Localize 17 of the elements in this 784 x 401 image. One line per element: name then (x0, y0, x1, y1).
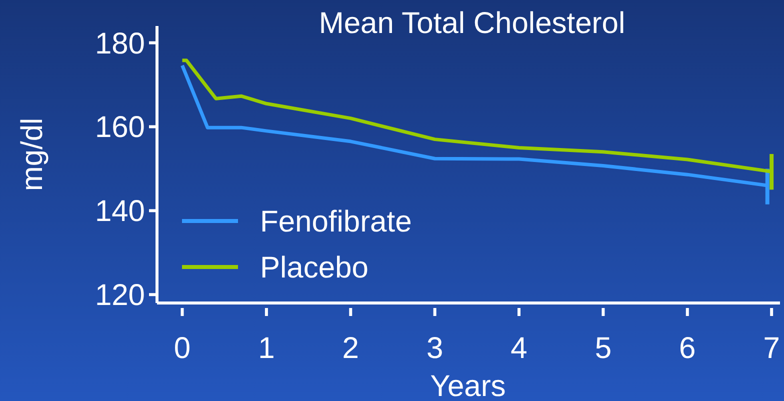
y-tick-label: 120 (94, 279, 145, 312)
y-tick-label: 160 (94, 111, 145, 144)
x-tick-label: 7 (763, 332, 780, 365)
x-tick-label: 4 (510, 332, 528, 365)
x-tick-label: 0 (174, 332, 191, 365)
y-tick-label: 140 (94, 195, 145, 228)
chart-title: Mean Total Cholesterol (318, 7, 626, 40)
x-tick-label: 2 (342, 332, 359, 365)
x-tick-label: 6 (679, 332, 696, 365)
legend-label: Placebo (260, 252, 368, 284)
y-axis-title: mg/dl (16, 118, 49, 192)
x-tick-label: 3 (426, 332, 444, 365)
y-tick-label: 180 (94, 27, 145, 60)
x-axis-title: Years (430, 370, 506, 401)
x-tick-label: 5 (594, 332, 612, 365)
x-tick-label: 1 (258, 332, 275, 365)
legend-label: Fenofibrate (260, 206, 412, 238)
